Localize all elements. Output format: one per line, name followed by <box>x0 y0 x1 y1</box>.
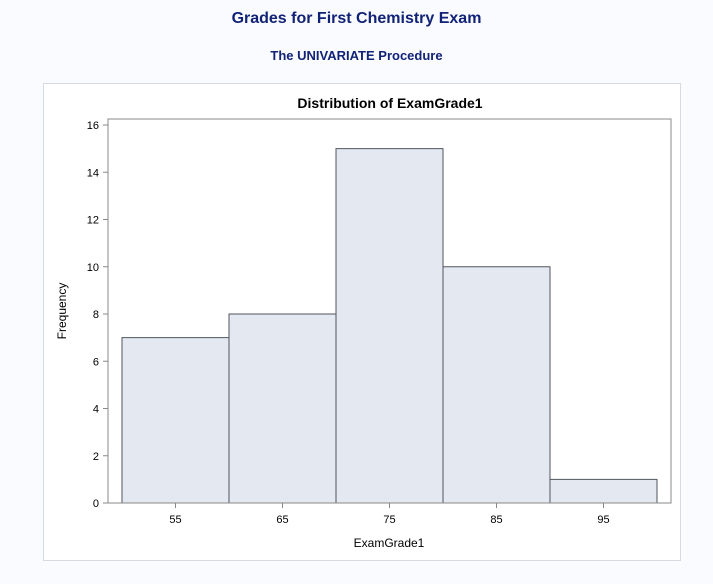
x-tick-label: 55 <box>169 514 181 526</box>
histogram-bar-95 <box>549 478 658 504</box>
y-axis: 0 2 4 6 8 10 12 14 16 <box>87 120 108 510</box>
x-axis: 55 65 75 85 95 <box>169 503 610 526</box>
histogram-bar-65 <box>228 313 337 504</box>
y-tick-label: 4 <box>93 404 99 416</box>
y-tick-label: 16 <box>87 120 99 132</box>
histogram-bar-55 <box>121 337 230 504</box>
y-axis-label: Frequency <box>55 283 69 340</box>
y-tick-label: 8 <box>93 309 99 321</box>
procedure-subtitle: The UNIVARIATE Procedure <box>270 48 443 63</box>
histogram-bar-75 <box>335 148 444 504</box>
page-title: Grades for First Chemistry Exam <box>231 10 482 27</box>
x-tick-label: 85 <box>490 514 502 526</box>
x-axis-label: ExamGrade1 <box>354 536 425 550</box>
x-tick-label: 75 <box>383 514 395 526</box>
histogram-bar-85 <box>442 266 551 504</box>
y-tick-label: 6 <box>93 356 99 368</box>
y-tick-label: 0 <box>93 498 99 510</box>
y-tick-label: 2 <box>93 451 99 463</box>
bars-layer <box>121 148 658 504</box>
y-tick-label: 12 <box>87 215 99 227</box>
chart-title: Distribution of ExamGrade1 <box>297 95 482 111</box>
y-tick-label: 14 <box>87 167 99 179</box>
y-tick-label: 10 <box>87 262 99 274</box>
x-tick-label: 65 <box>276 514 288 526</box>
x-tick-label: 95 <box>597 514 609 526</box>
